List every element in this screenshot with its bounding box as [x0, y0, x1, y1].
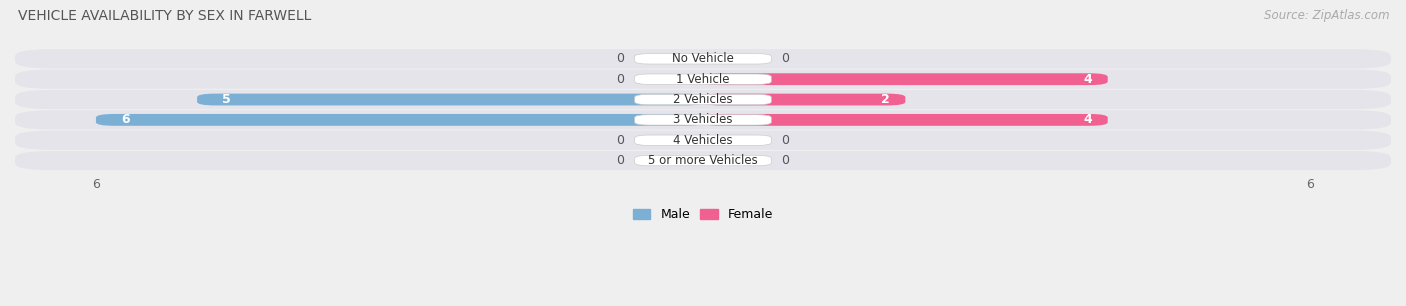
FancyBboxPatch shape — [15, 131, 1391, 150]
Text: Source: ZipAtlas.com: Source: ZipAtlas.com — [1264, 9, 1389, 22]
FancyBboxPatch shape — [634, 94, 772, 105]
FancyBboxPatch shape — [15, 90, 1391, 109]
FancyBboxPatch shape — [634, 115, 772, 125]
Text: 0: 0 — [782, 52, 789, 65]
Text: 0: 0 — [782, 134, 789, 147]
FancyBboxPatch shape — [703, 73, 1108, 85]
FancyBboxPatch shape — [634, 74, 772, 84]
Text: 0: 0 — [617, 52, 624, 65]
Text: No Vehicle: No Vehicle — [672, 52, 734, 65]
FancyBboxPatch shape — [703, 114, 1108, 126]
FancyBboxPatch shape — [15, 110, 1391, 129]
FancyBboxPatch shape — [15, 69, 1391, 89]
Text: 0: 0 — [782, 154, 789, 167]
Text: 4: 4 — [1084, 114, 1092, 126]
FancyBboxPatch shape — [634, 155, 772, 166]
Text: 0: 0 — [617, 134, 624, 147]
FancyBboxPatch shape — [634, 54, 772, 64]
Text: 3 Vehicles: 3 Vehicles — [673, 114, 733, 126]
Text: 0: 0 — [617, 73, 624, 86]
Text: VEHICLE AVAILABILITY BY SEX IN FARWELL: VEHICLE AVAILABILITY BY SEX IN FARWELL — [18, 9, 312, 23]
Text: 6: 6 — [121, 114, 129, 126]
FancyBboxPatch shape — [15, 151, 1391, 170]
Text: 5: 5 — [222, 93, 231, 106]
Text: 2 Vehicles: 2 Vehicles — [673, 93, 733, 106]
FancyBboxPatch shape — [634, 135, 772, 145]
Text: 1 Vehicle: 1 Vehicle — [676, 73, 730, 86]
FancyBboxPatch shape — [15, 49, 1391, 69]
Text: 4: 4 — [1084, 73, 1092, 86]
Text: 2: 2 — [882, 93, 890, 106]
FancyBboxPatch shape — [197, 94, 703, 106]
Text: 5 or more Vehicles: 5 or more Vehicles — [648, 154, 758, 167]
Text: 0: 0 — [617, 154, 624, 167]
Legend: Male, Female: Male, Female — [633, 208, 773, 222]
Text: 4 Vehicles: 4 Vehicles — [673, 134, 733, 147]
FancyBboxPatch shape — [96, 114, 703, 126]
FancyBboxPatch shape — [703, 94, 905, 106]
